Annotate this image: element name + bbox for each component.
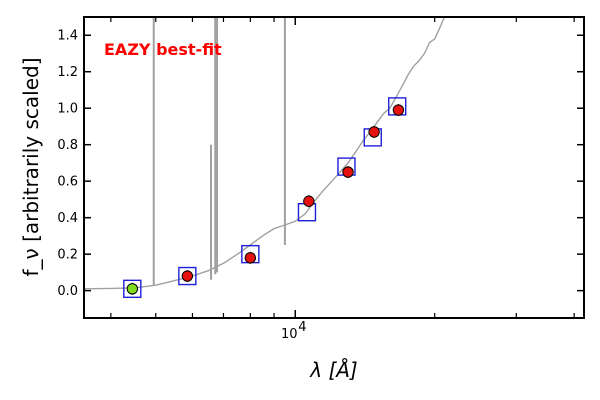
x-tick-label-exponent: 4 <box>298 320 306 335</box>
observed-photometry-point <box>392 104 405 116</box>
observed-photometry-point <box>342 166 354 178</box>
plot-frame <box>83 16 585 319</box>
model-spectrum-line <box>84 17 446 290</box>
y-tick-label: 1.2 <box>57 65 78 80</box>
observed-photometry-point <box>181 270 194 282</box>
observed-photometry-points <box>126 104 405 295</box>
observed-photometry-point <box>368 126 380 138</box>
y-tick-label: 0.6 <box>57 175 78 190</box>
y-axis-title: f_ν [arbitrarily scaled] <box>19 58 43 277</box>
model-photometry-boxes <box>123 97 407 299</box>
model-photometry-box <box>123 279 142 299</box>
model-spectrum <box>84 17 446 290</box>
observed-photometry-point <box>244 252 257 264</box>
y-tick-label: 0.8 <box>57 138 78 153</box>
y-tick-label: 1.4 <box>57 29 78 44</box>
x-axis-title: λ [Å] <box>309 358 357 382</box>
y-tick-label: 0.2 <box>57 248 78 263</box>
x-tick-label: 10 <box>281 327 298 342</box>
model-photometry-box <box>178 266 197 286</box>
axes: 0.0 0.2 0.4 0.6 0.8 1.0 1.2 1.4 10 4 <box>57 16 585 342</box>
observed-photometry-point <box>126 283 139 295</box>
annotation-label: EAZY best-fit <box>104 40 222 59</box>
y-tick-label: 0.4 <box>57 211 78 226</box>
y-tick-label: 1.0 <box>57 102 78 117</box>
observed-photometry-point <box>303 195 315 207</box>
y-tick-label: 0.0 <box>57 284 78 299</box>
